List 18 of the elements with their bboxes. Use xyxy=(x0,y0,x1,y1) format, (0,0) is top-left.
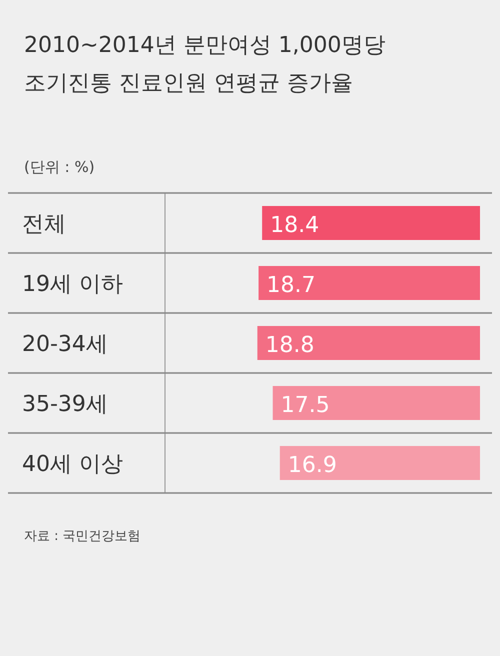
y-tick-label: 20-34세 xyxy=(22,332,108,357)
bar xyxy=(257,326,480,360)
y-tick-label: 19세 이하 xyxy=(22,272,123,297)
bar xyxy=(258,266,480,300)
text: (단위 : %) xyxy=(24,158,95,176)
bar xyxy=(280,446,480,480)
data-label: 18.8 xyxy=(265,333,314,358)
y-tick-label: 35-39세 xyxy=(22,392,108,417)
y-tick-label: 전체 xyxy=(22,212,66,237)
data-label: 18.4 xyxy=(270,213,320,238)
y-tick-label: 40세 이상 xyxy=(22,452,123,477)
data-label: 16.9 xyxy=(288,453,337,478)
data-label: 18.7 xyxy=(266,273,316,298)
text: 자료 : 국민건강보험 xyxy=(24,529,141,544)
bar xyxy=(262,206,480,240)
data-label: 17.5 xyxy=(280,393,330,418)
chart-title: 2010~2014년 분만여성 1,000명당 조기진통 진료인원 연평균 증가율 xyxy=(24,33,386,96)
bar xyxy=(272,386,480,420)
